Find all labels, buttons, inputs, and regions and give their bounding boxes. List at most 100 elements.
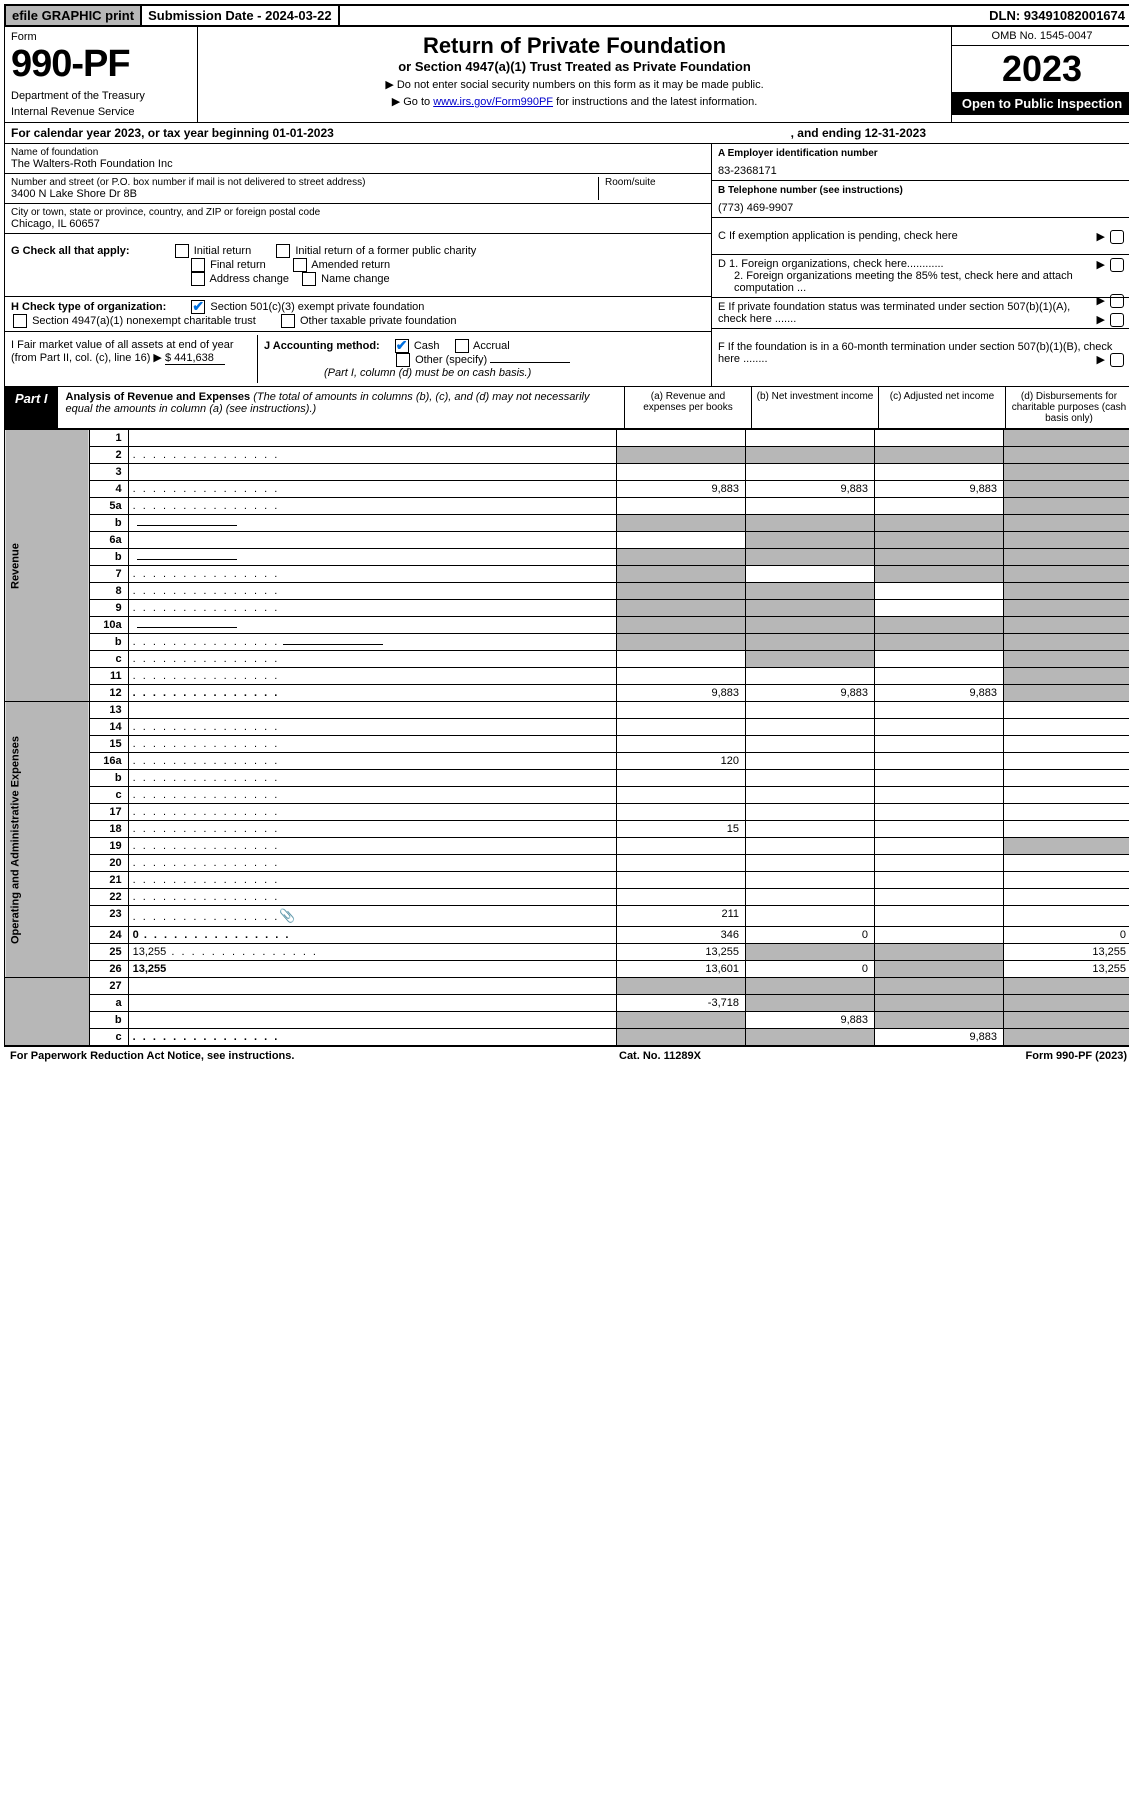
- entity-info: Name of foundation The Walters-Roth Foun…: [4, 144, 1129, 387]
- row-number: 8: [89, 583, 128, 600]
- efile-print-button[interactable]: efile GRAPHIC print: [6, 6, 142, 25]
- opt-4947: Section 4947(a)(1) nonexempt charitable …: [32, 315, 256, 327]
- row-number: 13: [89, 702, 128, 719]
- row-number: 27: [89, 978, 128, 995]
- cell-a: [617, 515, 746, 532]
- note-post: for instructions and the latest informat…: [553, 96, 757, 108]
- cell-a: [617, 872, 746, 889]
- cell-d: [1004, 549, 1129, 566]
- row-number: a: [89, 995, 128, 1012]
- cell-b: [746, 889, 875, 906]
- cell-a: [617, 787, 746, 804]
- section-label: Operating and Administrative Expenses: [5, 702, 90, 978]
- cell-b: [746, 736, 875, 753]
- cell-b: [746, 995, 875, 1012]
- dept-treasury: Department of the Treasury: [11, 90, 191, 102]
- cell-c: [875, 889, 1004, 906]
- table-row: 10a: [5, 617, 1129, 634]
- cell-a: [617, 719, 746, 736]
- row-description: 0: [128, 927, 616, 944]
- c-label: C If exemption application is pending, c…: [718, 230, 958, 242]
- row-number: 2: [89, 447, 128, 464]
- table-row: 7: [5, 566, 1129, 583]
- cell-c: [875, 753, 1004, 770]
- initial-former-checkbox[interactable]: [276, 244, 290, 258]
- cell-b: [746, 838, 875, 855]
- row-number: 3: [89, 464, 128, 481]
- cell-d: [1004, 702, 1129, 719]
- row-description: [128, 872, 616, 889]
- d1-checkbox[interactable]: [1110, 258, 1124, 272]
- city-state-zip: Chicago, IL 60657: [11, 218, 705, 230]
- final-return-checkbox[interactable]: [191, 258, 205, 272]
- e-checkbox[interactable]: [1110, 313, 1124, 327]
- cell-b: [746, 872, 875, 889]
- row-description: [128, 651, 616, 668]
- cell-a: [617, 1012, 746, 1029]
- row-number: 17: [89, 804, 128, 821]
- amended-return-checkbox[interactable]: [293, 258, 307, 272]
- form-label: Form: [11, 31, 191, 43]
- cell-c: [875, 634, 1004, 651]
- row-description: [128, 838, 616, 855]
- cell-b: 9,883: [746, 1012, 875, 1029]
- row-description: [128, 753, 616, 770]
- cell-b: 0: [746, 961, 875, 978]
- attachment-icon[interactable]: 📎: [279, 908, 295, 923]
- row-description: 📎: [128, 906, 616, 927]
- f-checkbox[interactable]: [1110, 353, 1124, 367]
- cell-d: 13,255: [1004, 944, 1129, 961]
- table-row: Operating and Administrative Expenses13: [5, 702, 1129, 719]
- ein-label: A Employer identification number: [718, 148, 878, 159]
- form-header: Form 990-PF Department of the Treasury I…: [4, 27, 1129, 123]
- irs-link[interactable]: www.irs.gov/Form990PF: [433, 96, 553, 108]
- form-subtitle: or Section 4947(a)(1) Trust Treated as P…: [204, 59, 945, 74]
- row-number: 5a: [89, 498, 128, 515]
- other-taxable-checkbox[interactable]: [281, 314, 295, 328]
- opt-amended: Amended return: [311, 259, 390, 271]
- row-number: 12: [89, 685, 128, 702]
- 4947-checkbox[interactable]: [13, 314, 27, 328]
- cell-a: -3,718: [617, 995, 746, 1012]
- part1-header: Part I Analysis of Revenue and Expenses …: [4, 387, 1129, 429]
- row-description: [128, 566, 616, 583]
- cell-a: [617, 889, 746, 906]
- cell-a: [617, 617, 746, 634]
- dln-number: DLN: 93491082001674: [983, 6, 1129, 25]
- note-pre: ▶ Go to: [392, 96, 433, 108]
- row-number: 21: [89, 872, 128, 889]
- cell-a: [617, 651, 746, 668]
- 501c3-checkbox[interactable]: [191, 300, 205, 314]
- table-row: b: [5, 634, 1129, 651]
- row-number: 20: [89, 855, 128, 872]
- table-row: b: [5, 770, 1129, 787]
- cell-c: [875, 927, 1004, 944]
- other-method-checkbox[interactable]: [396, 353, 410, 367]
- row-number: c: [89, 651, 128, 668]
- cal-end: , and ending 12-31-2023: [791, 126, 926, 140]
- table-row: 2613,25513,601013,255: [5, 961, 1129, 978]
- cell-c: [875, 430, 1004, 447]
- cell-c: [875, 855, 1004, 872]
- accrual-checkbox[interactable]: [455, 339, 469, 353]
- initial-return-checkbox[interactable]: [175, 244, 189, 258]
- cell-c: [875, 668, 1004, 685]
- cell-c: [875, 787, 1004, 804]
- cash-checkbox[interactable]: [395, 339, 409, 353]
- row-description: [128, 1012, 616, 1029]
- c-checkbox[interactable]: [1110, 230, 1124, 244]
- cell-d: [1004, 978, 1129, 995]
- cell-d: [1004, 1029, 1129, 1046]
- name-change-checkbox[interactable]: [302, 272, 316, 286]
- cell-b: [746, 430, 875, 447]
- cell-d: [1004, 532, 1129, 549]
- room-label: Room/suite: [605, 177, 705, 188]
- table-row: 3: [5, 464, 1129, 481]
- address-change-checkbox[interactable]: [191, 272, 205, 286]
- row-description: [128, 600, 616, 617]
- g-label: G Check all that apply:: [11, 245, 130, 257]
- cell-b: [746, 719, 875, 736]
- cell-a: 9,883: [617, 685, 746, 702]
- h-label: H Check type of organization:: [11, 301, 166, 313]
- d2-checkbox[interactable]: [1110, 294, 1124, 308]
